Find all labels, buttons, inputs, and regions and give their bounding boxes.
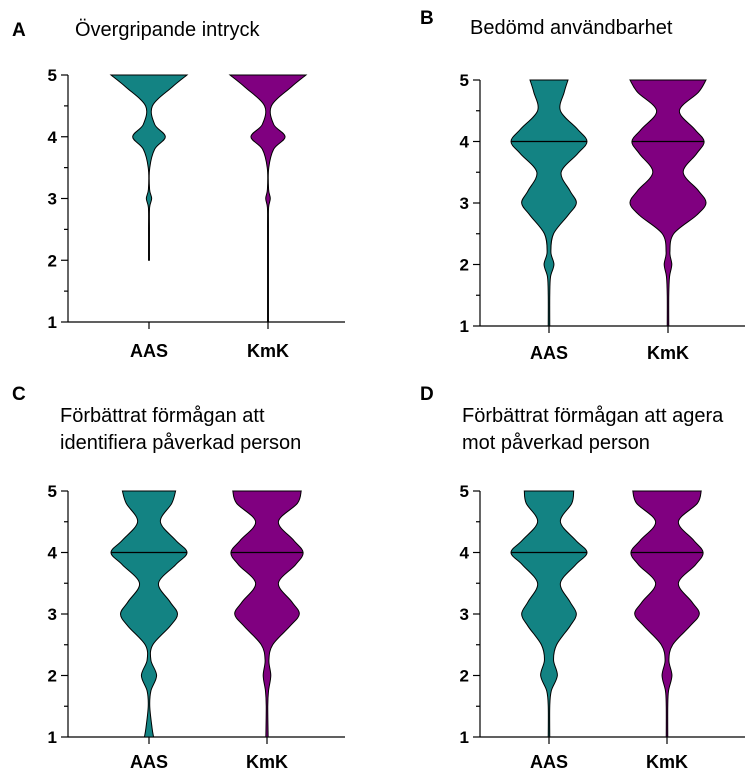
y-tick-label: 3 — [48, 605, 57, 624]
y-tick-label: 3 — [48, 190, 57, 209]
x-tick-label: KmK — [646, 752, 688, 772]
violin-aas — [109, 74, 189, 261]
y-tick-label: 1 — [48, 313, 57, 332]
panel-a: A Övergripande intryck 1 2 3 4 5 AAS KmK — [12, 19, 345, 361]
y-tick-label: 4 — [460, 544, 470, 563]
y-tick-label: 3 — [460, 194, 469, 213]
y-tick-label: 4 — [460, 133, 470, 152]
chart-title: mot påverkad person — [462, 432, 650, 454]
panel-letter: D — [420, 384, 434, 405]
chart-title: identifiera påverkad person — [60, 432, 301, 454]
panel-letter: C — [12, 384, 26, 405]
violin-aas — [510, 79, 588, 327]
violin-kmk — [230, 490, 304, 738]
y-tick-label: 2 — [460, 667, 469, 686]
x-tick-label: KmK — [247, 341, 289, 361]
x-tick-label: KmK — [647, 343, 689, 363]
y-tick-label: 5 — [48, 66, 57, 85]
y-tick-label: 1 — [48, 728, 57, 747]
x-tick-label: KmK — [246, 752, 288, 772]
y-tick-label: 5 — [460, 71, 469, 90]
y-tick-label: 5 — [48, 482, 57, 501]
y-tick-label: 2 — [48, 667, 57, 686]
x-tick-label: AAS — [130, 752, 168, 772]
x-tick-label: AAS — [530, 752, 568, 772]
y-tick-label: 1 — [460, 728, 469, 747]
x-tick-label: AAS — [530, 343, 568, 363]
y-tick-label: 3 — [460, 605, 469, 624]
y-tick-label: 1 — [460, 317, 469, 336]
x-tick-label: AAS — [130, 341, 168, 361]
panel-letter: A — [12, 20, 26, 41]
violin-kmk — [228, 74, 308, 323]
y-tick-label: 4 — [48, 544, 58, 563]
chart-title: Förbättrat förmågan att agera — [462, 405, 724, 427]
violin-aas — [110, 490, 188, 738]
panel-b: B Bedömd användbarhet 1 2 3 4 5 AAS KmK — [420, 8, 745, 363]
panel-c: C Förbättrat förmågan att identifiera påve… — [12, 384, 345, 772]
violin-kmk — [630, 490, 704, 738]
y-tick-label: 2 — [48, 251, 57, 270]
y-tick-label: 2 — [460, 256, 469, 275]
panel-d: D Förbättrat förmågan att agera mot påverk… — [420, 384, 745, 772]
y-tick-label: 4 — [48, 128, 58, 147]
chart-title: Övergripande intryck — [75, 19, 261, 41]
violin-kmk — [629, 79, 707, 327]
chart-title: Bedömd användbarhet — [470, 17, 673, 39]
y-tick-label: 5 — [460, 482, 469, 501]
panel-letter: B — [420, 8, 434, 29]
violin-aas — [510, 490, 588, 738]
chart-title: Förbättrat förmågan att — [60, 405, 265, 427]
